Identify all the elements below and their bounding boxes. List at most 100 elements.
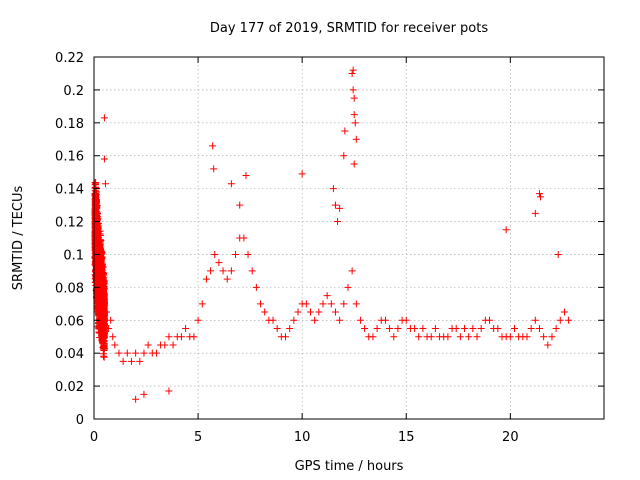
data-point: [96, 275, 104, 283]
data-point: [465, 333, 473, 341]
data-point: [98, 274, 105, 282]
data-point: [456, 333, 464, 341]
data-point: [327, 300, 335, 308]
data-point: [552, 325, 560, 332]
y-tick-label: 0.2: [63, 84, 84, 99]
data-point: [219, 267, 227, 275]
data-point: [477, 325, 485, 332]
data-point: [540, 333, 548, 341]
data-point: [152, 349, 160, 357]
data-point: [144, 341, 152, 349]
data-point: [100, 325, 108, 333]
data-point: [419, 325, 427, 332]
data-point: [548, 333, 556, 341]
data-point: [352, 135, 360, 143]
data-point: [202, 275, 210, 283]
data-point: [100, 114, 108, 122]
data-point: [461, 325, 469, 332]
data-point: [356, 316, 364, 324]
data-point: [390, 333, 398, 341]
data-point: [336, 204, 344, 212]
data-point: [194, 316, 202, 324]
y-tick-label: 0.08: [55, 281, 84, 296]
data-point: [336, 316, 344, 324]
data-point: [91, 197, 99, 205]
data-point: [198, 300, 206, 308]
data-point: [306, 308, 314, 316]
axis-ticks: [93, 56, 604, 420]
grid-lines: [94, 57, 604, 419]
data-point: [315, 308, 323, 316]
data-point: [115, 349, 123, 357]
data-point: [386, 325, 394, 332]
data-point: [100, 316, 108, 324]
y-axis-label: SRMTID / TECUs: [11, 186, 26, 291]
data-point: [240, 234, 248, 242]
data-point: [537, 193, 545, 201]
data-point: [132, 349, 140, 357]
data-point: [190, 333, 198, 341]
data-point: [323, 292, 331, 300]
data-point: [344, 283, 352, 291]
x-tick-label: 15: [398, 430, 415, 445]
data-point: [302, 300, 310, 308]
data-point: [286, 325, 294, 332]
y-tick-label: 0.04: [55, 347, 84, 362]
data-point: [350, 160, 358, 168]
data-point: [556, 316, 564, 324]
data-point: [427, 333, 435, 341]
data-point: [136, 357, 144, 365]
data-point: [282, 333, 290, 341]
data-point: [132, 395, 140, 403]
data-point: [510, 325, 518, 332]
data-point: [97, 305, 105, 313]
data-point: [535, 190, 543, 198]
data-point: [252, 283, 260, 291]
data-point: [331, 308, 339, 316]
data-point: [111, 341, 119, 349]
x-tick-label: 5: [194, 430, 202, 445]
data-point: [91, 186, 99, 194]
x-tick-labels: 0 5 10 15 20: [90, 430, 519, 445]
data-point: [100, 303, 108, 311]
data-point: [411, 325, 419, 332]
chart-title: Day 177 of 2019, SRMTID for receiver pot…: [210, 21, 488, 36]
x-tick-label: 10: [294, 430, 311, 445]
data-point: [207, 267, 215, 275]
data-point: [98, 261, 106, 269]
data-point: [209, 142, 217, 150]
data-point: [351, 119, 359, 127]
data-point: [169, 341, 177, 349]
data-point: [123, 349, 131, 357]
data-point: [98, 336, 106, 344]
data-point: [261, 308, 269, 316]
y-tick-label: 0.1: [63, 248, 84, 263]
data-point: [165, 333, 173, 341]
data-point: [248, 267, 256, 275]
data-point: [165, 387, 173, 395]
data-point: [531, 316, 539, 324]
data-point: [502, 226, 510, 234]
data-point: [527, 325, 535, 332]
y-tick-label: 0.22: [55, 51, 84, 66]
data-point: [91, 224, 99, 232]
data-point: [348, 69, 356, 77]
data-point: [531, 209, 539, 217]
data-point: [381, 316, 389, 324]
y-tick-label: 0.06: [55, 314, 84, 329]
data-point: [94, 308, 102, 316]
data-point: [350, 94, 358, 102]
data-point: [469, 325, 477, 332]
data-point: [444, 333, 452, 341]
data-point: [223, 275, 231, 283]
data-point: [242, 171, 250, 179]
data-point: [334, 218, 342, 226]
data-point: [94, 267, 102, 275]
data-point: [349, 66, 357, 74]
x-tick-label: 0: [90, 430, 98, 445]
data-point: [100, 155, 108, 163]
data-point: [215, 259, 223, 267]
data-point: [348, 267, 356, 275]
data-point: [119, 357, 127, 365]
